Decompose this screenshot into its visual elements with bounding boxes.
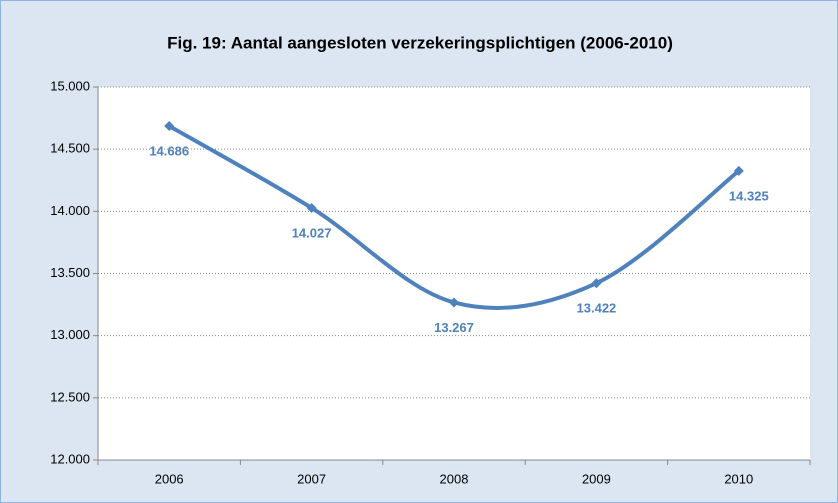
x-tick-label: 2009	[582, 471, 611, 486]
data-label: 14.686	[149, 143, 189, 158]
marker	[733, 165, 744, 176]
y-tick-label: 12.000	[50, 451, 90, 466]
plot-area	[98, 87, 810, 460]
data-label: 13.422	[577, 301, 617, 316]
y-tick-label: 13.000	[50, 327, 90, 342]
marker	[591, 278, 602, 289]
chart-title: Fig. 19: Aantal aangesloten verzekerings…	[167, 33, 673, 52]
x-tick-label: 2008	[440, 471, 469, 486]
y-tick-label: 12.500	[50, 389, 90, 404]
y-tick-label: 14.000	[50, 203, 90, 218]
x-tick-label: 2010	[724, 471, 753, 486]
data-label: 13.267	[434, 320, 474, 335]
y-tick-label: 13.500	[50, 265, 90, 280]
marker	[449, 297, 459, 308]
data-label: 14.027	[292, 225, 332, 240]
data-label: 14.325	[729, 188, 769, 203]
x-tick-label: 2007	[297, 471, 326, 486]
y-tick-label: 15.000	[50, 78, 90, 93]
marker	[306, 202, 317, 213]
x-tick-label: 2006	[155, 471, 184, 486]
marker	[164, 121, 175, 132]
y-tick-label: 14.500	[50, 141, 90, 156]
